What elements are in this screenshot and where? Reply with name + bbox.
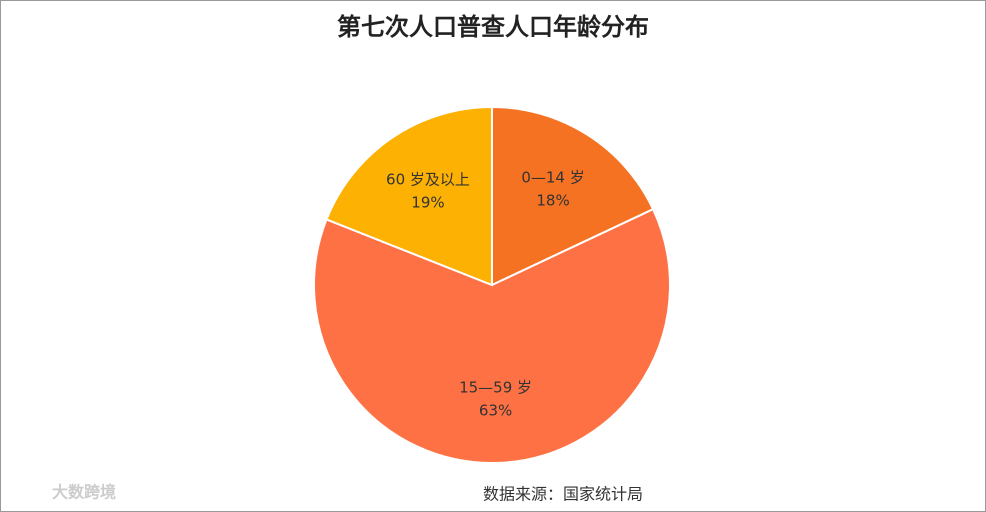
slice-label: 15—59 岁: [459, 378, 532, 396]
slice-label: 0—14 岁: [521, 168, 584, 186]
value-label: 18%: [536, 191, 569, 209]
pie-slice: [491, 105, 655, 287]
slice-label: 60 岁及以上: [386, 170, 470, 188]
pie-slice: [313, 207, 671, 464]
watermark: 大数跨境: [52, 483, 116, 502]
source: 数据来源：国家统计局: [483, 485, 643, 504]
chart-title: 第七次人口普查人口年龄分布: [337, 13, 649, 41]
pie-slice: [325, 105, 493, 287]
value-label: 19%: [411, 193, 444, 211]
value-label: 63%: [479, 401, 512, 419]
